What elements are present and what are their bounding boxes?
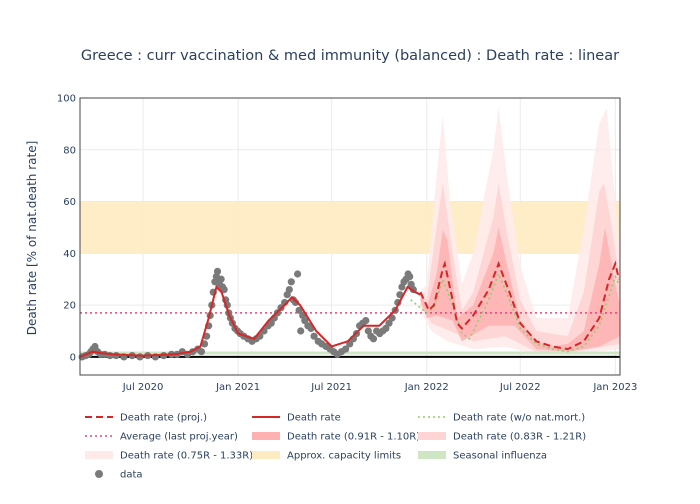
x-tick-label: Jul 2022: [499, 382, 541, 393]
y-tick-label: 80: [63, 145, 76, 156]
x-tick-label: Jan 2021: [215, 382, 260, 393]
data-point: [385, 319, 393, 327]
legend-item: Death rate: [252, 413, 341, 424]
death-rate-proj-line: [419, 260, 620, 351]
legend-label: data: [120, 470, 143, 481]
legend-item: Average (last proj.year): [85, 432, 238, 443]
legend-item: Approx. capacity limits: [252, 451, 401, 462]
data-point: [217, 275, 225, 283]
legend: Death rate (proj.) Death rate Death rate (…: [85, 413, 586, 481]
capacity-band: [80, 201, 620, 254]
legend-label: Death rate: [287, 413, 341, 424]
legend-symbol: [252, 451, 280, 459]
plot-frame: [79, 97, 621, 376]
x-tick-label: Jan 2022: [404, 382, 449, 393]
legend-item: Seasonal influenza: [418, 451, 547, 462]
data-point: [267, 319, 275, 327]
legend-label: Death rate (proj.): [120, 413, 207, 424]
legend-symbol: [418, 432, 446, 440]
legend-item: Death rate (proj.): [85, 413, 207, 424]
data-point: [369, 335, 378, 343]
data-point: [342, 345, 350, 353]
x-tick-label: Jul 2021: [310, 382, 352, 393]
legend-symbol: [85, 451, 113, 459]
chart-title: Greece : curr vaccination & med immunity…: [81, 48, 619, 64]
y-tick-label: 20: [63, 301, 76, 312]
legend-label: Average (last proj.year): [120, 432, 238, 443]
data-point: [295, 306, 303, 314]
y-tick-label: 0: [70, 352, 76, 363]
death-rate-line: [79, 285, 421, 358]
legend-symbol: [95, 470, 103, 478]
data-point: [197, 348, 205, 356]
y-tick-label: 60: [63, 197, 76, 208]
legend-label: Death rate (w/o nat.mort.): [453, 413, 585, 424]
data-point: [382, 324, 390, 332]
legend-label: Approx. capacity limits: [287, 451, 401, 462]
data-point: [213, 267, 222, 275]
legend-label: Death rate (0.83R - 1.21R): [453, 432, 586, 443]
x-tick-label: Jul 2020: [122, 382, 164, 393]
data-point: [220, 286, 228, 294]
legend-label: Death rate (0.91R - 1.10R): [287, 432, 420, 443]
y-tick-label: 100: [57, 94, 76, 105]
legend-item: Death rate (0.75R - 1.33R): [85, 451, 253, 462]
data-point: [112, 352, 120, 360]
legend-symbol: [418, 451, 446, 459]
y-tick-label: 40: [63, 249, 76, 260]
band-0-75R-1-33R: [420, 108, 620, 355]
x-tick-label: Jan 2023: [592, 382, 637, 393]
data-point: [406, 273, 414, 281]
legend-item: Death rate (0.91R - 1.10R): [252, 432, 420, 443]
legend-symbol: [252, 432, 280, 440]
data-point: [310, 332, 318, 340]
data-point: [362, 317, 370, 325]
data-point: [285, 286, 293, 294]
band-0-91R-1-10R: [420, 227, 620, 352]
data-point: [297, 327, 305, 335]
legend-label: Death rate (0.75R - 1.33R): [120, 451, 253, 462]
legend-item: data: [95, 470, 143, 481]
plot-area: Jul 2020 Jan 2021 Jul 2021 Jan 2022 Jul 2022…: [57, 94, 637, 394]
legend-item: Death rate (0.83R - 1.21R): [418, 432, 586, 443]
death-rate-wo-natmort-line: [410, 271, 620, 353]
y-axis-label: Death rate [% of nat.death rate]: [25, 141, 39, 336]
data-point: [291, 298, 300, 307]
data-point: [301, 317, 309, 325]
legend-label: Seasonal influenza: [453, 451, 547, 462]
data-point: [294, 270, 302, 278]
data-point: [287, 278, 295, 286]
legend-item: Death rate (w/o nat.mort.): [418, 413, 585, 424]
